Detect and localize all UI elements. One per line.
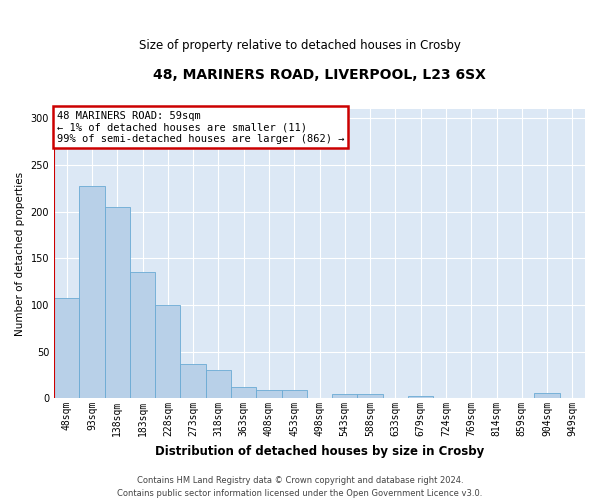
Bar: [231, 387, 256, 398]
Text: Contains HM Land Registry data © Crown copyright and database right 2024.
Contai: Contains HM Land Registry data © Crown c…: [118, 476, 482, 498]
Bar: [130, 272, 155, 398]
Bar: [155, 305, 181, 398]
Bar: [181, 364, 206, 398]
Text: Size of property relative to detached houses in Crosby: Size of property relative to detached ho…: [139, 40, 461, 52]
Bar: [79, 186, 104, 398]
Y-axis label: Number of detached properties: Number of detached properties: [15, 172, 25, 336]
Title: 48, MARINERS ROAD, LIVERPOOL, L23 6SX: 48, MARINERS ROAD, LIVERPOOL, L23 6SX: [153, 68, 486, 82]
Bar: [535, 394, 560, 398]
X-axis label: Distribution of detached houses by size in Crosby: Distribution of detached houses by size …: [155, 444, 484, 458]
Text: 48 MARINERS ROAD: 59sqm
← 1% of detached houses are smaller (11)
99% of semi-det: 48 MARINERS ROAD: 59sqm ← 1% of detached…: [56, 110, 344, 144]
Bar: [281, 390, 307, 398]
Bar: [256, 390, 281, 398]
Bar: [358, 394, 383, 398]
Bar: [332, 394, 358, 398]
Bar: [54, 298, 79, 398]
Bar: [206, 370, 231, 398]
Bar: [408, 396, 433, 398]
Bar: [104, 207, 130, 398]
